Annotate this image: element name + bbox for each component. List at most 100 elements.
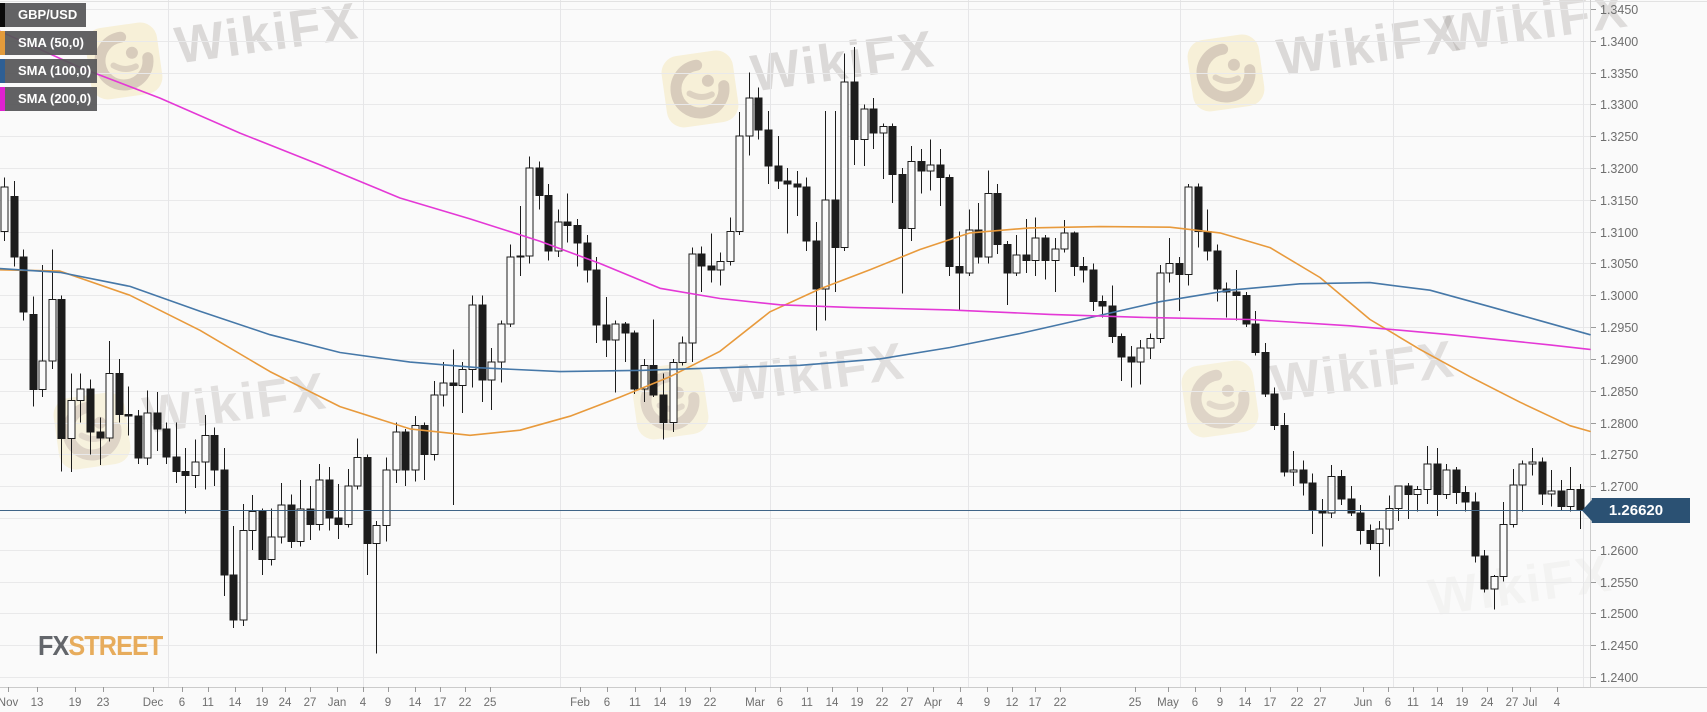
price-tick-label: 1.3450	[1600, 3, 1638, 17]
candle-bearish	[220, 469, 229, 576]
date-tick-label: 6	[604, 697, 610, 709]
candle-bullish	[1156, 272, 1165, 340]
candle-bearish	[764, 129, 773, 167]
candle-bearish	[602, 324, 611, 341]
candle-bullish	[0, 186, 9, 233]
candle-bullish	[965, 229, 974, 274]
candle-bearish	[181, 471, 190, 476]
candle-bearish	[649, 364, 658, 396]
date-tick-label: 14	[409, 697, 422, 709]
candle-bearish	[1070, 232, 1079, 268]
price-tick-label: 1.2400	[1600, 671, 1638, 685]
candle-bearish	[850, 81, 859, 140]
candle-bearish	[96, 431, 105, 439]
price-tick-label: 1.2600	[1600, 544, 1638, 558]
candle-bullish	[688, 253, 697, 344]
candle-bullish	[315, 479, 324, 525]
candle-bearish	[621, 323, 630, 334]
date-tick-label: 13	[31, 697, 44, 709]
candle-bullish	[248, 511, 257, 532]
candle-bearish	[869, 108, 878, 134]
date-tick-label: 19	[851, 697, 864, 709]
candle-bearish	[1347, 498, 1356, 514]
candle-bullish	[745, 97, 754, 137]
candle-bullish	[201, 434, 210, 463]
candle-bullish	[984, 192, 993, 258]
candle-bearish	[1175, 262, 1184, 275]
candle-bullish	[1509, 484, 1518, 525]
date-tick-label: 9	[984, 697, 990, 709]
candle-bearish	[29, 313, 38, 390]
date-tick-label: May	[1157, 697, 1179, 709]
candle-bullish	[1375, 528, 1384, 544]
month-gridlines	[168, 0, 1584, 687]
candle-bearish	[1117, 336, 1126, 358]
date-tick-label: 23	[97, 697, 110, 709]
candle-bullish	[907, 161, 916, 229]
candle-bearish	[19, 256, 28, 313]
candle-bullish	[1413, 488, 1422, 495]
candle-bearish	[793, 183, 802, 188]
date-tick-label: 11	[1407, 697, 1419, 709]
candle-bearish	[563, 221, 572, 226]
candle-bearish	[10, 196, 19, 258]
candle-bearish	[229, 574, 238, 621]
candle-bullish	[38, 360, 47, 390]
candle-bearish	[955, 266, 964, 274]
candle-bearish	[1404, 485, 1413, 495]
candle-bullish	[105, 373, 114, 439]
candle-bearish	[783, 180, 792, 185]
candle-bullish	[1566, 488, 1575, 508]
candle-bearish	[831, 199, 840, 249]
sma-200-line	[0, 30, 1591, 351]
candle-bearish	[1108, 305, 1117, 338]
date-tick-label: 19	[679, 697, 692, 709]
candle-bullish	[554, 221, 563, 252]
candle-bearish	[1003, 243, 1012, 274]
candle-bearish	[401, 431, 410, 471]
candle-bearish	[659, 394, 668, 424]
candle-bullish	[48, 299, 57, 362]
candle-bearish	[898, 173, 907, 229]
candle-bullish	[926, 164, 935, 172]
date-tick-label: Jan	[328, 697, 347, 709]
date-tick-label: Apr	[924, 697, 942, 709]
date-tick-label: 22	[876, 697, 889, 709]
candle-bullish	[1327, 476, 1336, 514]
sma-100-line	[0, 267, 1591, 373]
candle-bearish	[1337, 476, 1346, 500]
candle-bullish	[1289, 469, 1298, 473]
candle-bullish	[344, 485, 353, 525]
candle-bearish	[993, 192, 1002, 245]
candle-bearish	[974, 229, 983, 258]
candle-bearish	[1261, 352, 1270, 395]
candle-bullish	[67, 399, 76, 439]
date-tick-label: 6	[777, 697, 783, 709]
date-tick-label: 19	[256, 697, 269, 709]
price-tick-label: 1.3000	[1600, 289, 1638, 303]
date-tick-label: 25	[1129, 697, 1142, 709]
candle-bullish	[1051, 248, 1060, 261]
candle-bearish	[1557, 490, 1566, 508]
candle-bearish	[1471, 501, 1480, 557]
date-tick-label: 6	[1192, 697, 1198, 709]
price-tick-label: 1.2450	[1600, 639, 1638, 653]
candle-bearish	[115, 373, 124, 415]
date-tick-label: 27	[1506, 697, 1519, 709]
candle-bearish	[210, 434, 219, 471]
candle-bullish	[439, 382, 448, 396]
candle-bullish	[468, 304, 477, 371]
candle-bearish	[1127, 356, 1136, 363]
candle-bearish	[153, 412, 162, 430]
candle-bullish	[296, 508, 305, 542]
candle-bearish	[162, 428, 171, 458]
candle-bullish	[640, 364, 649, 390]
candle-bullish	[879, 126, 888, 134]
candle-bullish	[1385, 507, 1394, 530]
candle-bearish	[172, 456, 181, 473]
candle-bearish	[86, 388, 95, 433]
date-axis-labels: Nov 13 19 23 Dec 6 11 14 19 24 27 Jan 4 9 14 17 22 25 Feb 6…	[0, 687, 1561, 709]
candle-bearish	[774, 165, 783, 182]
candle-bearish	[1366, 530, 1375, 544]
